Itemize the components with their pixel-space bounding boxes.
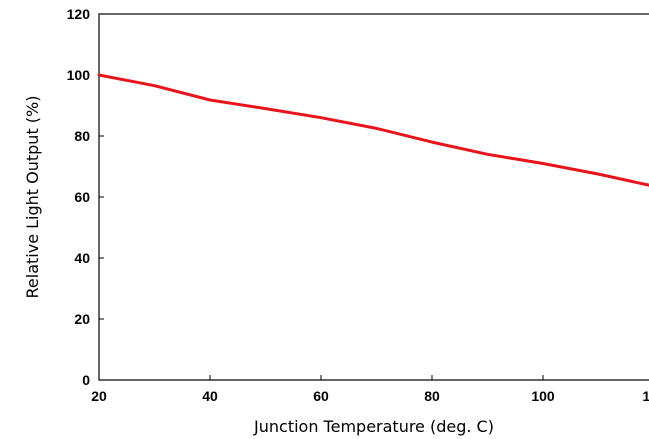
y-axis-label: Relative Light Output (%) <box>23 96 42 299</box>
x-tick-label: 20 <box>91 388 107 404</box>
y-tick-label: 80 <box>74 128 90 144</box>
y-tick-label: 0 <box>82 372 90 388</box>
axis-ticks: 02040608010012020406080100120 <box>67 6 649 404</box>
y-tick-label: 40 <box>74 250 90 266</box>
series-layer <box>97 73 649 187</box>
y-tick-label: 20 <box>74 311 90 327</box>
x-tick-label: 120 <box>642 388 649 404</box>
y-tick-label: 120 <box>67 6 91 22</box>
plot-frame <box>98 13 649 381</box>
x-tick-label: 40 <box>202 388 218 404</box>
x-tick-label: 100 <box>531 388 555 404</box>
y-tick-label: 100 <box>67 67 91 83</box>
series-line <box>97 73 649 187</box>
y-tick-label: 60 <box>74 189 90 205</box>
x-tick-label: 60 <box>313 388 329 404</box>
x-axis-label: Junction Temperature (deg. C) <box>253 417 494 436</box>
x-tick-label: 80 <box>424 388 440 404</box>
